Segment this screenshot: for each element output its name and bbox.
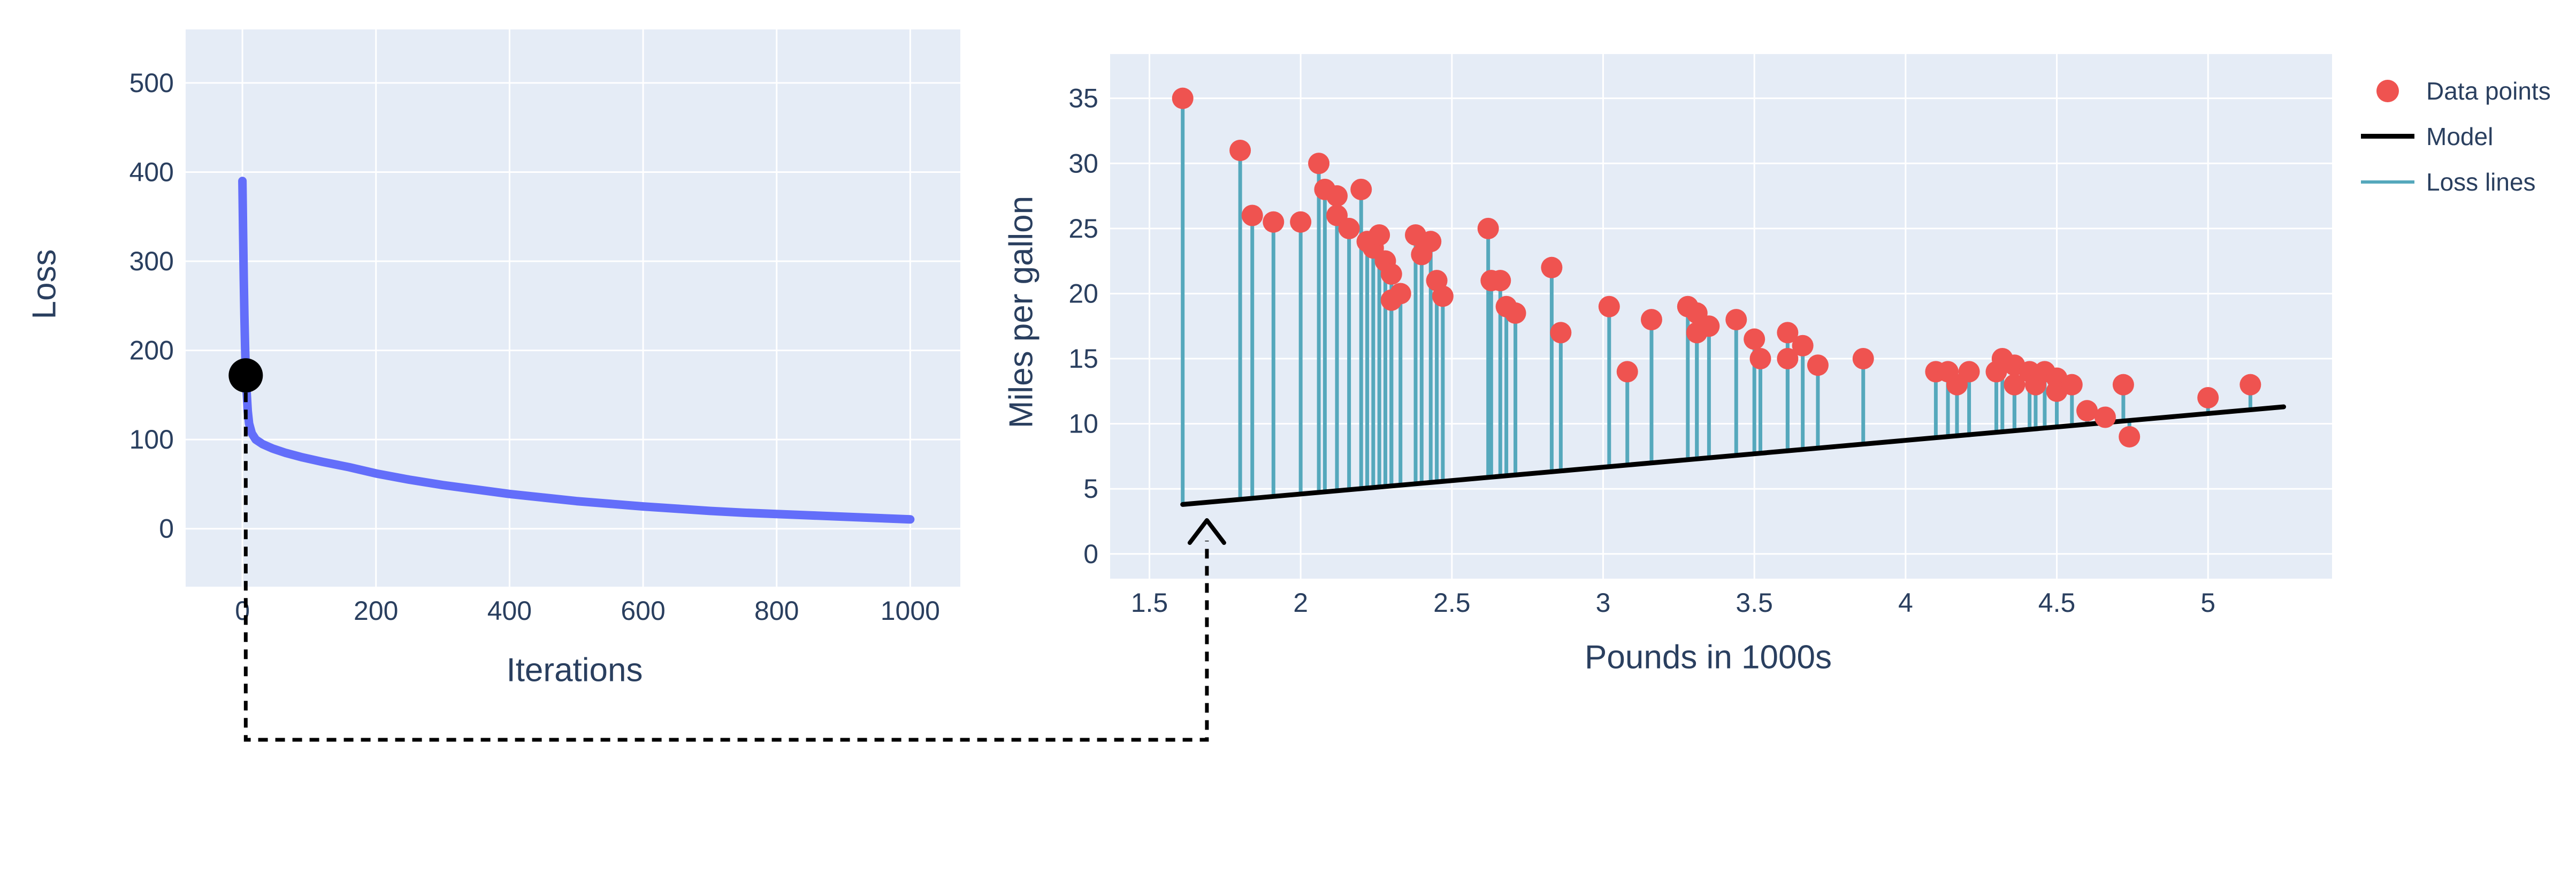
mpg-x-axis-title: Pounds in 1000s (1585, 639, 1832, 676)
data-point (2112, 374, 2134, 396)
data-point (1616, 361, 1638, 383)
gridlines (186, 29, 960, 587)
x-tick-label: 5 (2200, 588, 2215, 618)
data-point (1958, 361, 1980, 383)
y-tick-label: 35 (1068, 84, 1098, 113)
data-point (1380, 263, 1402, 285)
x-tick-label: 400 (487, 596, 532, 626)
model-fit-chart: 1.5 2 2.5 3 3.5 4 4.5 5 0 5 10 15 20 25 30 35 (1068, 54, 2332, 618)
mpg-y-axis-title: Miles per gallon (1003, 195, 1040, 429)
legend: Data points Model Loss lines (2361, 76, 2551, 196)
y-tick-label: 400 (129, 157, 174, 187)
data-point (1541, 256, 1563, 278)
data-point (1792, 335, 1814, 357)
x-tick-label: 3.5 (1736, 588, 1773, 618)
x-tick-label: 200 (354, 596, 398, 626)
x-tick-label: 800 (754, 596, 799, 626)
data-point (2197, 386, 2219, 408)
data-point (1777, 348, 1799, 370)
y-tick-label: 30 (1068, 148, 1098, 178)
y-tick-label: 20 (1068, 278, 1098, 308)
data-points-marker-icon (2376, 79, 2399, 102)
data-point (1263, 211, 1285, 233)
data-point (2094, 406, 2116, 428)
y-tick-label: 25 (1068, 214, 1098, 244)
tick-labels: 1.5 2 2.5 3 3.5 4 4.5 5 0 5 10 15 20 25 30 35 (1068, 84, 2215, 618)
data-point (1389, 283, 1411, 305)
x-tick-label: 2.5 (1433, 588, 1471, 618)
legend-item-loss-lines: Loss lines (2361, 167, 2551, 196)
x-tick-label: 1.5 (1131, 588, 1168, 618)
data-point (1807, 354, 1829, 376)
y-tick-label: 5 (1083, 474, 1098, 504)
dashed-connector (243, 375, 1209, 742)
data-point (1504, 302, 1526, 324)
data-point (1725, 309, 1747, 331)
gridlines (1110, 54, 2332, 579)
annotation-arrow (243, 375, 1226, 742)
data-point (1749, 348, 1771, 370)
data-point (1432, 285, 1454, 307)
scatter-points (1172, 87, 2261, 448)
data-point (1420, 231, 1442, 253)
legend-label-model: Model (2426, 122, 2494, 150)
x-tick-label: 4 (1898, 588, 1913, 618)
data-point (1598, 295, 1620, 317)
data-point (1550, 322, 1572, 344)
data-point (2119, 426, 2141, 448)
data-point (2239, 374, 2261, 396)
y-tick-label: 0 (1083, 539, 1098, 569)
arrowhead-icon (1187, 518, 1226, 545)
data-point (1489, 270, 1511, 292)
data-point (1369, 224, 1390, 246)
legend-swatch (2361, 79, 2414, 102)
data-point (1698, 315, 1720, 337)
data-point (1308, 153, 1330, 175)
data-point (1852, 348, 1874, 370)
y-tick-label: 300 (129, 246, 174, 276)
legend-label-data-points: Data points (2426, 77, 2551, 105)
y-tick-label: 15 (1068, 344, 1098, 374)
plot-area (186, 29, 960, 587)
data-point (1777, 322, 1799, 344)
data-point (1640, 309, 1662, 331)
x-tick-label: 2 (1293, 588, 1308, 618)
y-tick-label: 500 (129, 68, 174, 98)
y-tick-label: 200 (129, 336, 174, 366)
x-tick-label: 1000 (881, 596, 940, 626)
data-point (1229, 139, 1251, 161)
data-point (1326, 185, 1348, 207)
y-tick-label: 100 (129, 424, 174, 454)
y-tick-label: 10 (1068, 409, 1098, 439)
legend-item-model: Model (2361, 122, 2551, 151)
legend-label-loss-lines: Loss lines (2426, 168, 2536, 196)
legend-swatch (2361, 134, 2414, 139)
data-point (1477, 217, 1499, 239)
plot-area (1110, 54, 2332, 579)
x-tick-label: 600 (621, 596, 665, 626)
data-point (2061, 374, 2083, 396)
model-line-icon (2361, 134, 2414, 139)
data-point (1172, 87, 1194, 109)
data-point (1744, 328, 1765, 350)
legend-item-data-points: Data points (2361, 76, 2551, 105)
data-point (1338, 217, 1360, 239)
x-tick-label: 3 (1596, 588, 1611, 618)
data-point (1290, 211, 1312, 233)
data-point (1350, 178, 1372, 200)
loss-line-icon (2361, 180, 2414, 184)
data-point (1241, 204, 1263, 226)
legend-swatch (2361, 180, 2414, 184)
data-point (2076, 400, 2098, 422)
loss-x-axis-title: Iterations (506, 651, 643, 689)
loss-y-axis-title: Loss (26, 249, 63, 320)
y-tick-label: 0 (159, 514, 174, 544)
data-point (2004, 374, 2025, 396)
x-tick-label: 4.5 (2038, 588, 2076, 618)
